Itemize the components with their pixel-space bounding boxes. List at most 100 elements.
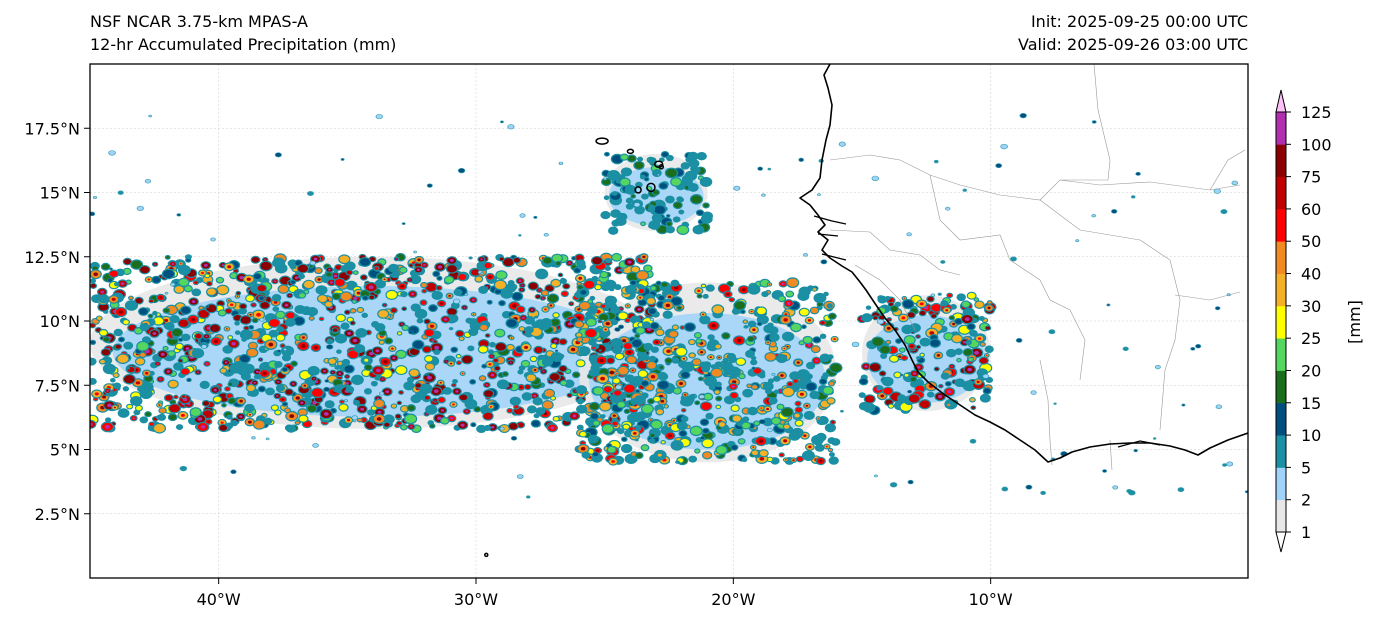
precip-cell [181, 395, 186, 398]
precip-cell [474, 407, 481, 412]
precip-cell [971, 406, 975, 409]
precip-cell [918, 375, 922, 378]
precip-cell [830, 453, 834, 456]
precip-cell [547, 294, 558, 303]
precip-cell-core [640, 386, 643, 388]
precip-cell [582, 350, 588, 355]
precip-cell-core [111, 297, 116, 301]
precip-cell [282, 346, 293, 356]
precip-cell [499, 301, 505, 306]
precip-cell [751, 450, 758, 456]
precip-cell [930, 339, 940, 347]
precip-cell [420, 384, 431, 393]
precip-cell [829, 381, 834, 386]
precip-cell [168, 380, 178, 388]
precip-cell [479, 287, 487, 293]
precip-cell [127, 404, 133, 409]
precip-cell-core [571, 347, 576, 352]
precip-cell [326, 272, 332, 277]
precip-cell [240, 316, 251, 324]
precip-cell-core [631, 369, 634, 372]
precip-cell [983, 388, 991, 394]
precip-cell-core [431, 339, 434, 341]
precip-cell [672, 358, 679, 363]
precip-cell-core [711, 323, 716, 328]
precip-cell-core [352, 338, 358, 343]
precip-cell [650, 323, 659, 329]
precip-cell [671, 441, 683, 450]
precip-cell-core [423, 264, 426, 267]
precip-cell [396, 366, 407, 374]
precip-cell [920, 353, 924, 357]
precip-cell [902, 300, 914, 309]
precip-cell [641, 175, 645, 179]
precip-cell-core [679, 382, 683, 386]
precip-cell-core [521, 316, 525, 319]
precip-cell [602, 424, 613, 433]
precip-cell [426, 406, 437, 414]
precip-cell [879, 315, 885, 320]
precip-cell [114, 329, 122, 336]
precip-cell-core [786, 301, 791, 305]
precip-cell [600, 402, 611, 411]
precip-cell [430, 424, 435, 428]
precip-cell-core [808, 445, 812, 449]
precip-cell [795, 420, 803, 426]
precip-cell-core [450, 417, 454, 420]
precip-cell-core [256, 312, 262, 317]
precip-cell [823, 319, 832, 326]
precip-cell [643, 322, 650, 328]
precip-cell-core [356, 291, 361, 295]
precip-cell-core [328, 268, 331, 271]
precip-cell-core [783, 439, 788, 443]
precip-cell [739, 374, 745, 379]
precip-cell [748, 408, 757, 415]
precip-cell-core [750, 310, 753, 313]
precip-cell [525, 384, 531, 389]
precip-cell [715, 344, 721, 349]
precip-cell [947, 350, 956, 357]
precip-cell [190, 408, 201, 416]
precip-cell [572, 257, 576, 260]
precip-cell-core [987, 306, 991, 310]
precip-cell [266, 388, 274, 395]
precip-cell-core [726, 293, 730, 296]
precip-cell-core [886, 326, 891, 330]
precip-cell-core [383, 278, 386, 281]
precip-cell [827, 398, 835, 404]
precip-cell [659, 366, 664, 369]
precip-cell-core [621, 339, 627, 343]
precip-cell [718, 422, 726, 427]
precip-cell [644, 344, 652, 350]
precip-cell [794, 413, 800, 418]
precip-cell [728, 354, 735, 360]
precip-cell [957, 359, 961, 362]
precip-cell [931, 304, 942, 312]
precip-cell [207, 282, 212, 286]
precip-cell [638, 370, 648, 377]
precip-cell [605, 152, 609, 156]
precip-cell [357, 308, 363, 312]
precip-cell-core [940, 385, 942, 387]
precip-cell [795, 401, 801, 406]
precip-cell [291, 361, 297, 366]
precip-cell [886, 297, 890, 300]
precip-cell-core [780, 454, 783, 456]
precip-cell-core [673, 419, 676, 422]
precip-cell [179, 338, 183, 341]
precip-cell [153, 317, 164, 325]
precip-cell-core [903, 297, 906, 299]
precip-cell [536, 408, 545, 414]
precip-cell [123, 268, 131, 274]
precip-cell-core [538, 289, 541, 291]
precip-cell [743, 320, 747, 323]
precip-cell-core [180, 413, 185, 417]
precip-cell-core [520, 288, 523, 291]
precip-cell [624, 384, 635, 393]
precip-cell [249, 325, 253, 329]
precip-cell [375, 324, 385, 331]
precip-cell [589, 340, 596, 345]
precip-cell [149, 422, 154, 426]
precip-cell [797, 370, 809, 379]
precip-cell-core [120, 282, 125, 286]
